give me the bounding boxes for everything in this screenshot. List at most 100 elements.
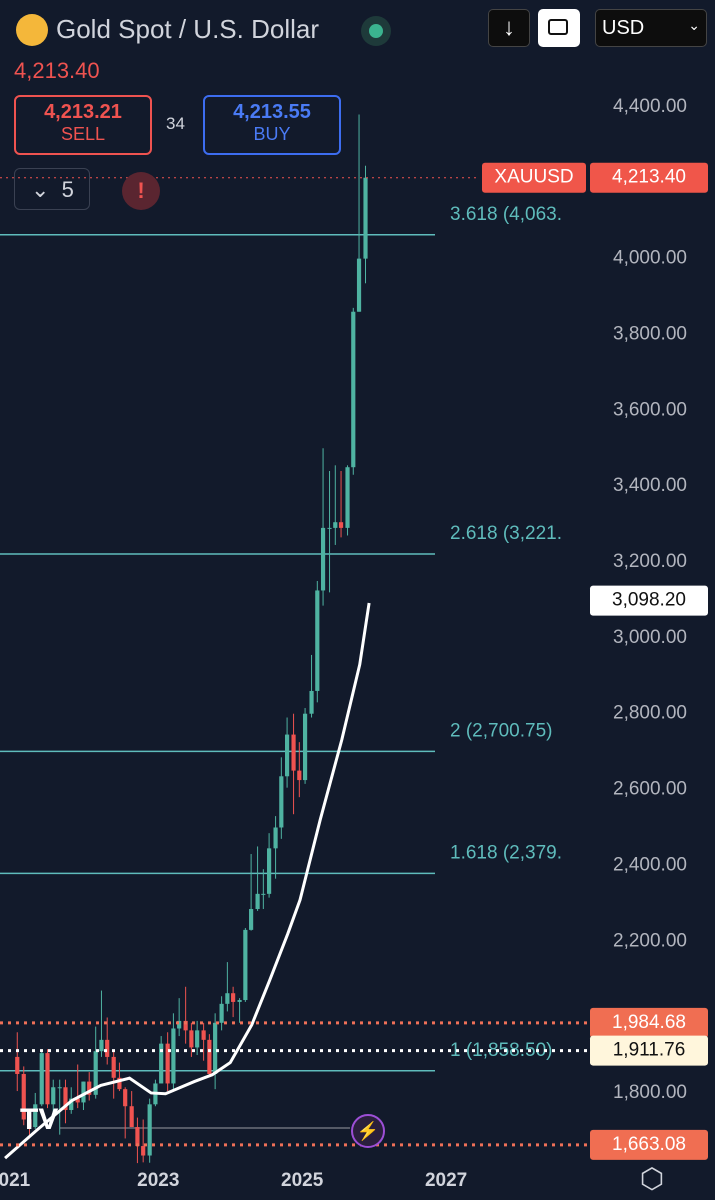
candle-body <box>338 522 344 528</box>
candle-body <box>123 1089 128 1107</box>
candle-body <box>225 993 230 1004</box>
x-tick-label: 021 <box>0 1170 31 1191</box>
y-tick-label: 2,800.00 <box>613 703 687 724</box>
price-badge-label: 1,984.68 <box>612 1012 686 1033</box>
candle-body <box>57 1087 62 1089</box>
x-tick-label: 2023 <box>137 1170 179 1191</box>
price-badge <box>590 1129 708 1160</box>
candle-body <box>302 713 308 781</box>
candle-body <box>129 1106 134 1128</box>
candle-body <box>15 1056 20 1074</box>
candle-body <box>291 734 296 771</box>
indicators-toggle[interactable]: ⌄ 5 <box>14 168 90 210</box>
sell-button[interactable]: 4,213.21 SELL <box>14 95 152 155</box>
price-badge <box>590 162 708 193</box>
y-tick-label: 3,600.00 <box>613 399 687 420</box>
y-tick-label: 2,600.00 <box>613 779 687 800</box>
price-badge <box>590 1007 708 1038</box>
buy-button[interactable]: 4,213.55 BUY <box>203 95 341 155</box>
candle-body <box>297 770 302 781</box>
candle-body <box>219 1003 224 1023</box>
y-tick-label: 4,000.00 <box>613 248 687 269</box>
price-badge <box>590 1035 708 1066</box>
replay-icon <box>351 1114 385 1148</box>
y-tick-label: 2,400.00 <box>613 854 687 875</box>
candle-body <box>177 1020 182 1029</box>
candle-body <box>75 1098 80 1103</box>
y-tick-label: 1,800.00 <box>613 1082 687 1103</box>
candle-body <box>255 893 260 910</box>
candle-body <box>69 1098 74 1111</box>
candle-body <box>81 1081 86 1103</box>
fib-label: 2.618 (3,221. <box>450 523 562 544</box>
candle-body <box>27 1119 32 1128</box>
candle-body <box>345 467 350 528</box>
fib-label: 1 (1,858.50) <box>450 1040 552 1061</box>
buy-label: BUY <box>253 124 291 144</box>
candle-body <box>135 1127 140 1147</box>
candle-body <box>231 993 236 1002</box>
candle-body <box>320 527 326 591</box>
candle-body <box>39 1053 44 1105</box>
sell-price: 4,213.21 <box>44 101 122 123</box>
candle-body <box>351 311 356 468</box>
indicator-count: 5 <box>61 177 74 202</box>
candle-body <box>195 1030 200 1048</box>
candle-body <box>33 1104 38 1128</box>
candle-body <box>261 893 266 895</box>
y-tick-label: 2,200.00 <box>613 930 687 951</box>
settings[interactable]: ⬡ <box>639 1163 665 1194</box>
candle-body <box>309 690 314 714</box>
candle-body <box>117 1077 122 1090</box>
fib-label: 3.618 (4,063. <box>450 204 562 225</box>
spread: 34 <box>166 114 185 133</box>
candle-body <box>21 1073 26 1120</box>
symbol-badge <box>482 162 586 193</box>
x-tick-label: 2025 <box>281 1170 324 1191</box>
currency: USD <box>602 17 645 39</box>
candle-body <box>183 1020 188 1031</box>
candle-body <box>147 1104 152 1156</box>
x-tick-label: 2027 <box>425 1170 467 1191</box>
moving-average <box>4 602 371 1160</box>
candle-body <box>284 734 290 777</box>
download-button[interactable]: ↓ <box>488 9 530 47</box>
candle-body <box>333 522 338 528</box>
candle-body <box>279 776 284 828</box>
candle-body <box>356 258 362 312</box>
candle-body <box>327 527 332 529</box>
candle-body <box>363 177 368 259</box>
replay-glyph: ⚡ <box>357 1120 379 1142</box>
candle-body <box>315 590 320 691</box>
candle-body <box>51 1087 56 1105</box>
alert-icon[interactable]: ! <box>122 172 160 210</box>
fullscreen-button[interactable] <box>538 9 580 47</box>
y-tick-label: 3,200.00 <box>613 551 687 572</box>
candle-body <box>93 1051 98 1095</box>
candle-body <box>207 1039 212 1074</box>
candle-body <box>201 1030 206 1040</box>
symbol-title[interactable]: Gold Spot / U.S. Dollar <box>56 14 319 44</box>
currency-select[interactable]: USD ⌄ <box>595 9 707 47</box>
price-badge-label: 1,663.08 <box>612 1134 686 1155</box>
price-badge-label: 4,213.40 <box>612 167 686 188</box>
candle-body <box>213 1022 218 1074</box>
buy-price: 4,213.55 <box>233 101 311 123</box>
fib-label: 2 (2,700.75) <box>450 720 552 741</box>
candle-body <box>111 1056 116 1078</box>
y-tick-label: 4,400.00 <box>613 96 687 117</box>
candle-body <box>237 1000 242 1002</box>
candle-body <box>141 1146 146 1156</box>
price-badge-label: 1,911.76 <box>613 1040 686 1061</box>
candle-body <box>273 827 278 849</box>
candle-body <box>171 1028 176 1084</box>
symbol-badge-label: XAUUSD <box>494 167 573 188</box>
y-tick-label: 3,400.00 <box>613 475 687 496</box>
tv-logo: TV <box>20 1103 59 1136</box>
y-tick-label: 3,800.00 <box>613 323 687 344</box>
ma-badge <box>590 585 708 616</box>
candle-body <box>45 1053 50 1105</box>
candle-body <box>99 1039 104 1052</box>
